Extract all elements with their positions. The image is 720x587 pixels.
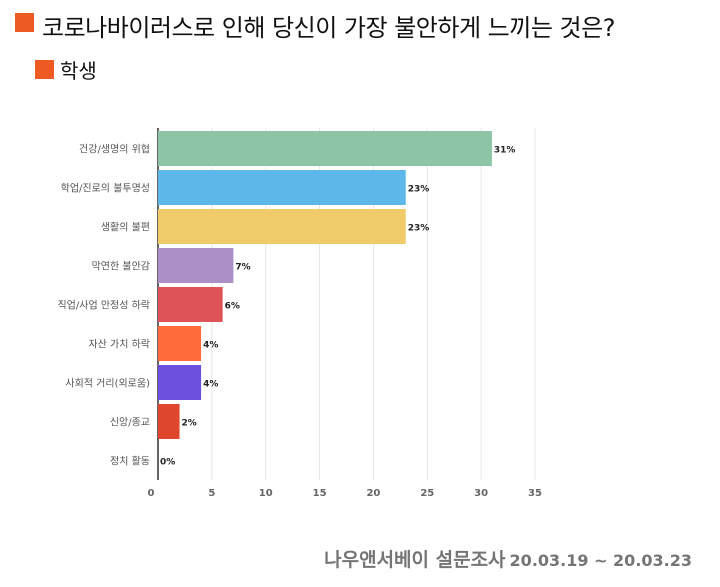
category-label: 건강/생명의 위협	[79, 143, 150, 156]
category-label: 직업/사업 안정성 하락	[57, 299, 150, 312]
bar	[158, 404, 180, 439]
bar	[158, 170, 406, 205]
value-label: 4%	[203, 341, 218, 351]
x-tick-label: 10	[259, 488, 273, 499]
footer-dates: 20.03.19 ~ 20.03.23	[509, 551, 692, 570]
bar	[158, 131, 492, 166]
bar	[158, 326, 202, 361]
value-label: 23%	[408, 185, 430, 195]
category-label: 학업/진로의 불투명성	[61, 182, 150, 195]
footer: 나우앤서베이 설문조사 20.03.19 ~ 20.03.23	[324, 545, 692, 572]
category-label: 사회적 거리(외로움)	[65, 378, 150, 390]
x-tick-label: 5	[208, 488, 215, 499]
value-label: 23%	[408, 224, 430, 234]
category-label: 신앙/종교	[110, 417, 150, 429]
x-tick-label: 30	[474, 488, 488, 499]
bar	[158, 248, 234, 283]
x-tick-label: 0	[148, 488, 155, 499]
category-label: 막연한 불안감	[92, 261, 150, 273]
bar	[158, 209, 406, 244]
value-label: 2%	[182, 419, 197, 429]
labels: 0 5 10 15 20 25 30 35 건강/생명의 위협 31% 학업/진로의 불투명성 23%…	[57, 143, 542, 500]
value-label: 0%	[160, 458, 175, 468]
footer-source: 나우앤서베이 설문조사	[324, 549, 506, 571]
chart-title: 코로나바이러스로 인해 당신이 가장 불안하게 느끼는 것은?	[42, 14, 615, 42]
x-tick-label: 35	[528, 488, 542, 499]
x-tick-label: 15	[313, 488, 327, 499]
subtitle-square-icon	[35, 60, 54, 79]
category-label: 정치 활동	[110, 455, 150, 468]
bar	[158, 287, 223, 322]
value-label: 7%	[235, 263, 250, 273]
bar	[158, 365, 202, 400]
x-tick-label: 20	[366, 488, 380, 499]
title-square-icon	[15, 13, 34, 32]
chart-subtitle: 학생	[60, 59, 97, 83]
bars	[158, 131, 492, 439]
x-tick-label: 25	[420, 488, 434, 499]
value-label: 31%	[494, 146, 516, 156]
value-label: 4%	[203, 380, 218, 390]
category-label: 자산 가치 하락	[88, 338, 150, 351]
category-label: 생활의 불편	[101, 221, 150, 234]
value-label: 6%	[225, 302, 240, 312]
